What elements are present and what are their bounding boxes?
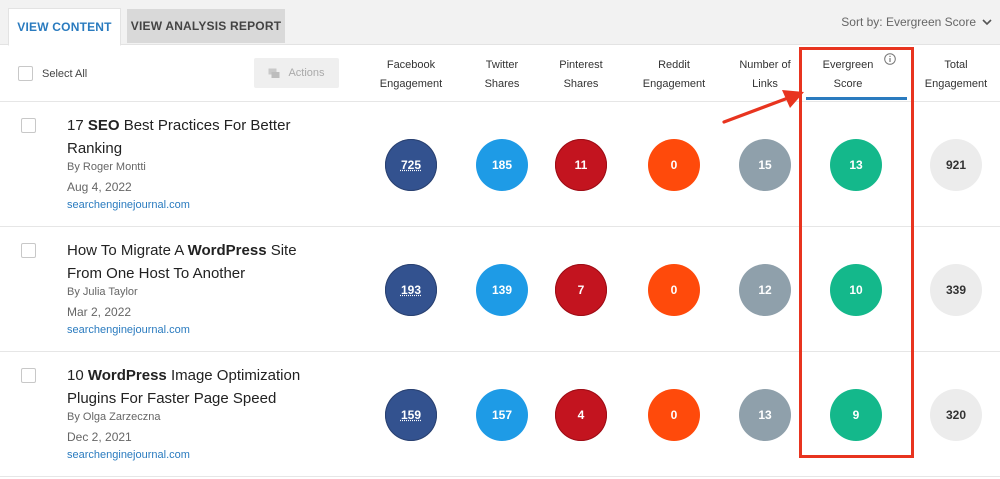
copy-icon — [268, 68, 280, 78]
column-label-line1: Number of — [739, 59, 791, 71]
top-tab-bar: VIEW CONTENT VIEW ANALYSIS REPORT Sort b… — [0, 0, 1000, 46]
column-twitter-shares[interactable]: Twitter Shares — [462, 56, 542, 94]
row-checkbox[interactable] — [21, 368, 36, 383]
total-engagement-badge: 339 — [930, 264, 982, 316]
number-of-links-badge: 15 — [739, 139, 791, 191]
number-of-links-badge: 12 — [739, 264, 791, 316]
facebook-value: 725 — [400, 158, 422, 172]
table-row: 10 WordPress Image Optimization Plugins … — [0, 352, 1000, 477]
pinterest-shares-badge: 11 — [555, 139, 607, 191]
twitter-shares-badge: 157 — [476, 389, 528, 441]
actions-label: Actions — [288, 67, 325, 79]
article-source-link[interactable]: searchenginejournal.com — [67, 449, 190, 461]
tab-view-analysis-report[interactable]: VIEW ANALYSIS REPORT — [127, 9, 285, 43]
chevron-down-icon — [982, 19, 992, 26]
pinterest-shares-badge: 7 — [555, 264, 607, 316]
twitter-shares-badge: 139 — [476, 264, 528, 316]
article-date: Dec 2, 2021 — [67, 430, 132, 444]
red-arrow-icon — [722, 90, 804, 124]
column-evergreen-score[interactable]: Evergreen Score — [808, 56, 888, 94]
title-text: Best Practices For Better Ranking — [67, 117, 291, 157]
article-author[interactable]: By Roger Montti — [67, 161, 146, 173]
sort-dropdown[interactable]: Sort by: Evergreen Score — [841, 15, 992, 29]
facebook-value: 159 — [400, 408, 422, 422]
row-checkbox[interactable] — [21, 243, 36, 258]
article-source-link[interactable]: searchenginejournal.com — [67, 199, 190, 211]
facebook-engagement-badge[interactable]: 159 — [385, 389, 437, 441]
pinterest-shares-badge: 4 — [555, 389, 607, 441]
column-label-line2: Links — [752, 78, 778, 90]
column-label-line2: Shares — [484, 78, 520, 90]
column-label-line1: Twitter — [485, 59, 519, 71]
column-label-line1: Total — [944, 59, 968, 71]
facebook-engagement-badge[interactable]: 725 — [385, 139, 437, 191]
select-all[interactable]: Select All — [18, 66, 87, 81]
article-title[interactable]: 17 SEO Best Practices For Better Ranking — [67, 114, 327, 160]
article-source-link[interactable]: searchenginejournal.com — [67, 324, 190, 336]
column-label-line1: Reddit — [658, 59, 690, 71]
column-pinterest-shares[interactable]: Pinterest Shares — [541, 56, 621, 94]
select-all-label: Select All — [42, 67, 88, 80]
evergreen-score-badge: 13 — [830, 139, 882, 191]
title-keyword: WordPress — [87, 367, 167, 384]
select-all-checkbox[interactable] — [18, 66, 33, 81]
column-number-of-links[interactable]: Number of Links — [725, 56, 805, 94]
info-icon[interactable] — [884, 53, 896, 65]
title-text: Image Optimization Plugins For Faster Pa… — [67, 367, 301, 407]
column-label-line2: Score — [833, 78, 863, 90]
article-date: Aug 4, 2022 — [67, 180, 132, 194]
table-header: Select All Actions Facebook Engagement T… — [0, 45, 1000, 102]
facebook-value: 193 — [400, 283, 422, 297]
column-label-line1: Pinterest — [559, 59, 603, 71]
row-checkbox[interactable] — [21, 118, 36, 133]
title-keyword: SEO — [87, 117, 120, 134]
evergreen-score-badge: 9 — [830, 389, 882, 441]
evergreen-highlight-box — [799, 47, 914, 458]
actions-button[interactable]: Actions — [254, 58, 339, 88]
column-label-line2: Shares — [563, 78, 599, 90]
article-title[interactable]: 10 WordPress Image Optimization Plugins … — [67, 364, 327, 410]
total-engagement-badge: 320 — [930, 389, 982, 441]
table-row: How To Migrate A WordPress Site From One… — [0, 227, 1000, 352]
column-label-line1: Facebook — [386, 59, 436, 71]
total-engagement-badge: 921 — [930, 139, 982, 191]
twitter-shares-badge: 185 — [476, 139, 528, 191]
active-sort-underline — [806, 97, 907, 100]
column-reddit-engagement[interactable]: Reddit Engagement — [634, 56, 714, 94]
title-keyword: WordPress — [187, 242, 267, 259]
title-text: How To Migrate A — [67, 242, 188, 259]
column-total-engagement[interactable]: Total Engagement — [916, 56, 996, 94]
column-label-line2: Engagement — [642, 78, 706, 90]
article-author[interactable]: By Julia Taylor — [67, 286, 138, 298]
number-of-links-badge: 13 — [739, 389, 791, 441]
table-row: 17 SEO Best Practices For Better Ranking… — [0, 102, 1000, 227]
column-label-line1: Evergreen — [822, 59, 874, 71]
title-text: 10 — [67, 367, 88, 384]
column-label-line2: Engagement — [379, 78, 443, 90]
article-date: Mar 2, 2022 — [67, 305, 132, 319]
reddit-engagement-badge: 0 — [648, 389, 700, 441]
evergreen-score-badge: 10 — [830, 264, 882, 316]
title-text: Site From One Host To Another — [67, 242, 297, 282]
title-text: 17 — [67, 117, 88, 134]
reddit-engagement-badge: 0 — [648, 264, 700, 316]
tab-view-content[interactable]: VIEW CONTENT — [8, 8, 121, 46]
article-author[interactable]: By Olga Zarzeczna — [67, 411, 161, 423]
column-facebook-engagement[interactable]: Facebook Engagement — [371, 56, 451, 94]
facebook-engagement-badge[interactable]: 193 — [385, 264, 437, 316]
sort-label: Sort by: Evergreen Score — [841, 15, 976, 29]
reddit-engagement-badge: 0 — [648, 139, 700, 191]
column-label-line2: Engagement — [924, 78, 988, 90]
article-title[interactable]: How To Migrate A WordPress Site From One… — [67, 239, 327, 285]
